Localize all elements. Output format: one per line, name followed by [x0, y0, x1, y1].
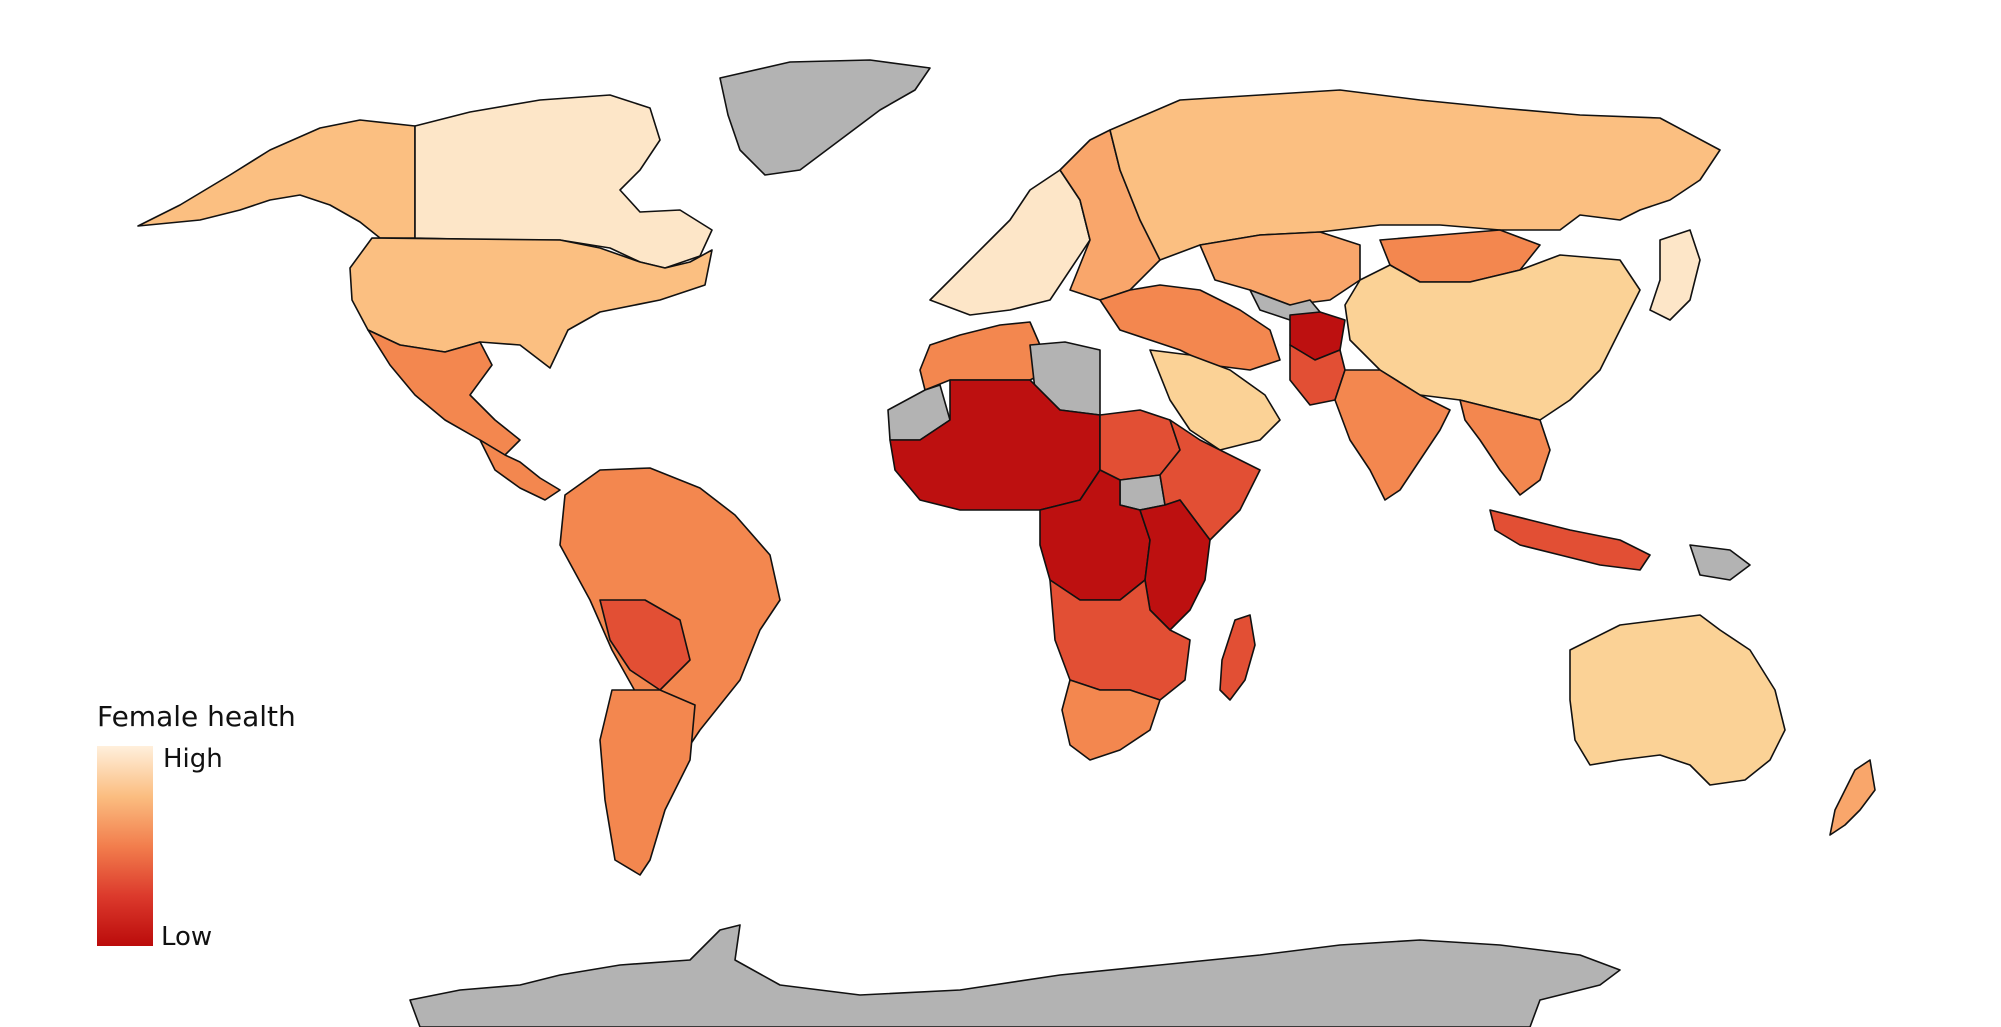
region-madagascar	[1219, 614, 1256, 701]
region-east-africa	[1139, 499, 1211, 631]
region-bolivia-paraguay	[599, 599, 691, 691]
region-central-america	[479, 439, 561, 501]
region-japan-korea	[1649, 229, 1701, 321]
legend-title: Female health	[97, 700, 296, 733]
region-india	[1334, 369, 1451, 501]
legend-high-label: High	[163, 744, 223, 774]
region-mexico	[367, 329, 521, 456]
region-antarctica	[409, 924, 1621, 1027]
legend-color-scale	[97, 746, 153, 946]
region-western-europe	[929, 169, 1091, 316]
region-greenland	[719, 59, 931, 176]
legend: Female health High Low	[97, 700, 337, 960]
region-south-africa	[1061, 679, 1161, 761]
region-indonesia	[1489, 509, 1651, 571]
region-central-asia	[1199, 231, 1361, 306]
region-argentina	[599, 689, 696, 876]
legend-low-label: Low	[161, 922, 213, 952]
region-middle-east	[1099, 284, 1281, 371]
region-southeast-asia	[1459, 399, 1551, 496]
region-new-zealand	[1829, 759, 1876, 836]
region-south-sudan	[1119, 474, 1166, 511]
region-alaska	[137, 119, 416, 239]
region-arabian-peninsula	[1149, 349, 1281, 451]
region-papua-new-guinea	[1689, 544, 1751, 581]
region-russia	[1109, 89, 1721, 261]
region-eastern-europe	[1059, 129, 1161, 301]
region-australia	[1569, 614, 1786, 786]
